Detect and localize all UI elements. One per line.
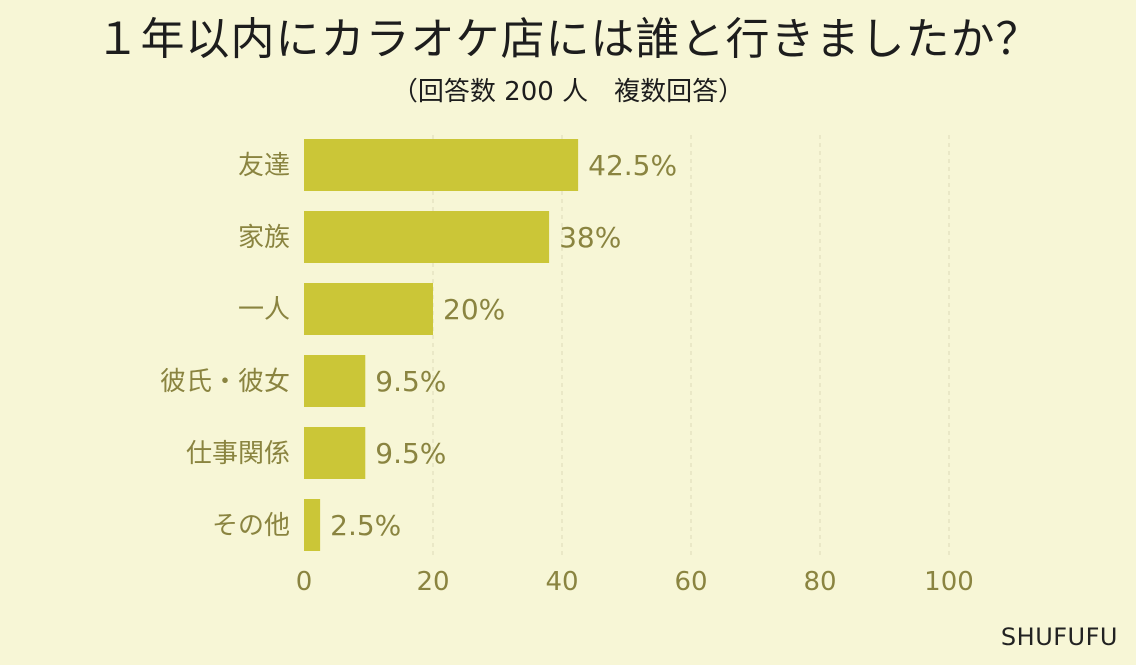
value-label: 42.5%	[588, 149, 677, 182]
category-label: 家族	[238, 223, 290, 253]
x-axis-ticks: 0 20 40 60 80 100	[296, 567, 974, 597]
bar	[304, 283, 433, 335]
x-tick-label: 80	[803, 567, 836, 597]
category-label: その他	[212, 511, 290, 541]
value-label: 38%	[559, 221, 621, 254]
bar	[304, 355, 366, 407]
x-tick-label: 0	[296, 567, 313, 597]
category-label: 仕事関係	[186, 439, 290, 469]
x-tick-label: 20	[416, 567, 449, 597]
bars	[304, 139, 579, 551]
brand-logo: SHUFUFU	[1000, 623, 1118, 651]
category-label: 彼氏・彼女	[160, 367, 290, 397]
value-label: 2.5%	[330, 509, 401, 542]
category-label: 一人	[238, 295, 290, 325]
value-label: 9.5%	[375, 437, 446, 470]
bar	[304, 139, 579, 191]
bar	[304, 427, 366, 479]
x-tick-label: 100	[924, 567, 974, 597]
value-label: 20%	[443, 293, 505, 326]
chart-subtitle: （回答数 200 人 複数回答）	[391, 77, 745, 107]
gridlines	[432, 135, 950, 556]
bar	[304, 499, 321, 551]
chart-title: １年以内にカラオケ店には誰と行きましたか？	[95, 14, 1041, 65]
value-label: 9.5%	[375, 365, 446, 398]
value-labels: 42.5% 38% 20% 9.5% 9.5% 2.5%	[330, 149, 677, 542]
bar	[304, 211, 550, 263]
x-tick-label: 40	[545, 567, 578, 597]
category-label: 友達	[238, 151, 290, 181]
x-tick-label: 60	[674, 567, 707, 597]
